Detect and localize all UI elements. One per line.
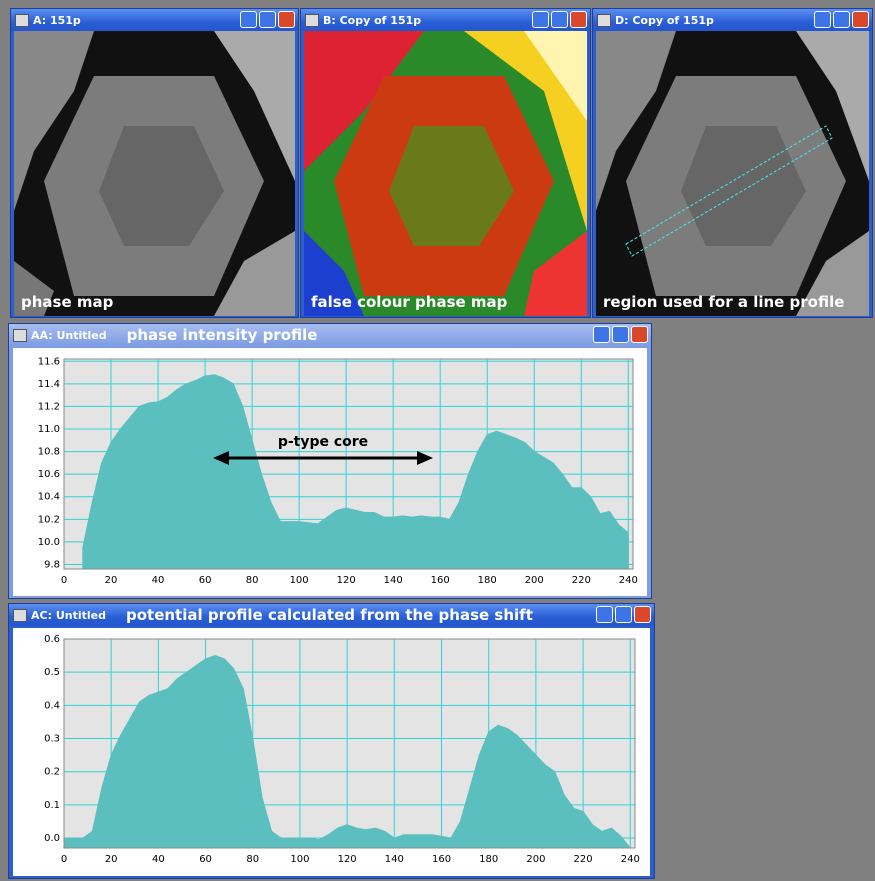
y-tick-label: 9.8 <box>44 559 60 570</box>
window-title: A: 151p <box>33 14 81 27</box>
caption: region used for a line profile <box>603 293 844 311</box>
x-tick-label: 60 <box>199 575 212 586</box>
x-tick-label: 80 <box>246 854 259 865</box>
minimize[interactable] <box>596 606 613 623</box>
caption: false colour phase map <box>311 293 507 311</box>
x-tick-label: 100 <box>290 575 309 586</box>
y-tick-label: 10.6 <box>38 469 60 480</box>
x-tick-label: 200 <box>525 575 544 586</box>
maximize[interactable] <box>259 11 276 28</box>
x-tick-label: 240 <box>621 854 640 865</box>
y-tick-label: 0.1 <box>44 800 60 811</box>
x-tick-label: 140 <box>384 575 403 586</box>
x-tick-label: 100 <box>290 854 309 865</box>
x-tick-label: 220 <box>572 575 591 586</box>
close[interactable] <box>631 326 648 343</box>
close[interactable] <box>852 11 869 28</box>
phase-image <box>596 31 869 316</box>
y-tick-label: 10.4 <box>38 492 60 503</box>
y-tick-label: 0.6 <box>44 634 60 645</box>
y-tick-label: 11.2 <box>38 401 60 412</box>
y-tick-label: 10.8 <box>38 447 60 458</box>
x-tick-label: 60 <box>199 854 212 865</box>
maximize[interactable] <box>612 326 629 343</box>
minimize[interactable] <box>593 326 610 343</box>
image-window: A: 151p phase map <box>10 8 299 318</box>
x-tick-label: 160 <box>432 854 451 865</box>
window-title: B: Copy of 151p <box>323 14 421 27</box>
chart-title: phase intensity profile <box>127 326 318 344</box>
window-title: D: Copy of 151p <box>615 14 714 27</box>
y-tick-label: 0.5 <box>44 667 60 678</box>
title-bar: D: Copy of 151p <box>593 9 872 31</box>
annotation: p-type core <box>278 434 368 450</box>
x-tick-label: 160 <box>431 575 450 586</box>
window-title: AC: Untitled <box>31 609 106 622</box>
x-tick-label: 200 <box>526 854 545 865</box>
y-tick-label: 10.2 <box>38 514 60 525</box>
x-tick-label: 40 <box>152 575 165 586</box>
y-tick-label: 0.0 <box>44 833 60 844</box>
title-bar: AA: Untitled phase intensity profile <box>9 324 651 346</box>
phase-image <box>14 31 295 316</box>
caption: phase map <box>21 293 113 311</box>
y-tick-label: 10.0 <box>38 537 60 548</box>
minimize[interactable] <box>814 11 831 28</box>
x-tick-label: 240 <box>619 575 638 586</box>
maximize[interactable] <box>551 11 568 28</box>
x-tick-label: 180 <box>478 575 497 586</box>
chart: 0 20 40 60 80 100 120 140 160 180 200 220 240 0.0 0.1 0… <box>13 628 650 876</box>
maximize[interactable] <box>833 11 850 28</box>
title-bar: A: 151p <box>11 9 298 31</box>
x-tick-label: 80 <box>246 575 259 586</box>
close[interactable] <box>278 11 295 28</box>
x-tick-label: 220 <box>574 854 593 865</box>
x-tick-label: 140 <box>385 854 404 865</box>
false-colour-image <box>304 31 587 316</box>
y-tick-label: 11.4 <box>38 379 60 390</box>
close[interactable] <box>570 11 587 28</box>
image-window: D: Copy of 151p region used for a line p… <box>592 8 873 318</box>
x-tick-label: 120 <box>338 854 357 865</box>
maximize[interactable] <box>615 606 632 623</box>
y-tick-label: 11.6 <box>38 356 60 367</box>
title-bar: B: Copy of 151p <box>301 9 590 31</box>
close[interactable] <box>634 606 651 623</box>
minimize[interactable] <box>532 11 549 28</box>
minimize[interactable] <box>240 11 257 28</box>
x-tick-label: 0 <box>61 575 67 586</box>
y-tick-label: 0.3 <box>44 734 60 745</box>
y-tick-label: 0.2 <box>44 767 60 778</box>
chart: 0 20 40 60 80 100 120 140 160 180 200 220 240 9.8 10.0… <box>13 348 647 596</box>
desktop: A: 151p phase map B: Copy of 151p false … <box>0 0 875 881</box>
chart-window: AC: Untitled potential profile calculated… <box>8 603 655 879</box>
y-tick-label: 0.4 <box>44 700 60 711</box>
chart-window: AA: Untitled phase intensity profile 0 20 4… <box>8 323 652 599</box>
x-tick-label: 180 <box>479 854 498 865</box>
window-title: AA: Untitled <box>31 329 107 342</box>
y-tick-label: 11.0 <box>38 424 60 435</box>
x-tick-label: 0 <box>61 854 67 865</box>
chart-title: potential profile calculated from the ph… <box>126 606 533 624</box>
image-window: B: Copy of 151p false colour phase map <box>300 8 591 318</box>
x-tick-label: 40 <box>152 854 165 865</box>
x-tick-label: 20 <box>105 854 118 865</box>
title-bar: AC: Untitled potential profile calculated… <box>9 604 654 626</box>
x-tick-label: 120 <box>337 575 356 586</box>
x-tick-label: 20 <box>105 575 118 586</box>
